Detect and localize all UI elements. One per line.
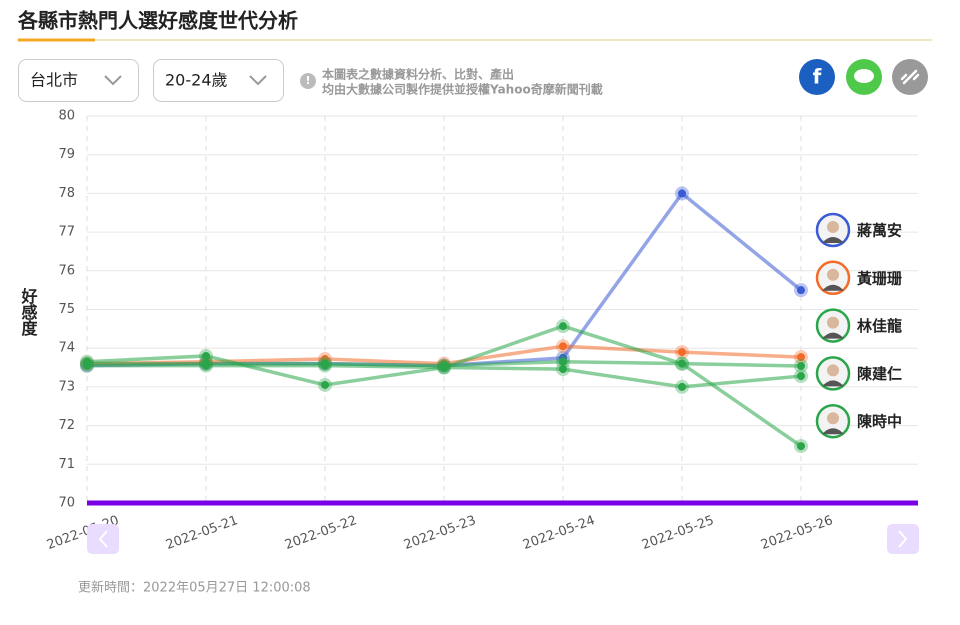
info-mark: ! — [305, 74, 310, 87]
avatar-body — [822, 332, 844, 339]
next-button[interactable] — [887, 524, 919, 554]
avatar-face — [827, 221, 839, 233]
info-icon — [300, 73, 316, 89]
data-point — [321, 359, 329, 368]
data-point — [678, 348, 686, 357]
facebook-icon: f — [813, 65, 822, 89]
chevron — [104, 75, 122, 86]
data-point — [797, 353, 805, 362]
x-tick-label: 2022-05-21 — [164, 513, 240, 553]
data-point — [559, 365, 567, 374]
facebook-share[interactable] — [799, 59, 835, 95]
y-tick-label: 72 — [58, 418, 75, 433]
chevron — [249, 75, 267, 86]
next-arrow — [898, 530, 908, 548]
y-tick-label: 73 — [58, 379, 75, 394]
x-tick-label: 2022-05-22 — [283, 513, 359, 553]
note: 均由大數據公司製作提供並授權Yahoo奇摩新聞刊載 — [322, 82, 603, 97]
y-tick-label: 78 — [58, 186, 75, 201]
data-point — [797, 286, 805, 295]
y-tick-label: 77 — [58, 225, 75, 240]
data-point — [797, 442, 805, 451]
data-point — [321, 380, 329, 389]
avatar-body — [822, 237, 844, 243]
y-tick-label: 75 — [58, 302, 75, 317]
prev-arrow — [98, 530, 108, 548]
age-select[interactable] — [153, 59, 284, 102]
x-tick-label: 2022-05-26 — [759, 513, 835, 553]
data-point — [559, 357, 567, 366]
update-time: 更新時間：2022年05月27日 12:00:08 — [78, 580, 311, 596]
data-point — [559, 342, 567, 351]
data-point — [678, 359, 686, 368]
y-tick-label: 80 — [58, 109, 75, 124]
data-point — [202, 351, 210, 360]
title: 各縣市熱門人選好感度世代分析 — [17, 9, 298, 33]
avatar-face — [827, 316, 839, 329]
y-tick-label: 74 — [58, 341, 75, 356]
legend-label: 黃珊珊 — [857, 269, 902, 287]
region-select[interactable] — [18, 59, 139, 102]
region-value: 台北市 — [30, 71, 78, 90]
avatar-face — [827, 268, 839, 281]
y-tick-label: 70 — [58, 496, 75, 511]
data-point — [559, 322, 567, 331]
x-tick-label: 2022-05-23 — [402, 513, 478, 553]
avatar-body — [822, 380, 844, 387]
age-value: 20-24歲 — [165, 71, 228, 90]
data-point — [678, 382, 686, 391]
line-icon — [854, 69, 874, 83]
avatar-body — [822, 428, 844, 435]
y-tick-label: 79 — [58, 147, 75, 162]
data-point — [440, 361, 448, 370]
x-tick-label: 2022-05-25 — [640, 513, 716, 553]
avatar-face — [827, 412, 839, 425]
legend-label: 林佳龍 — [857, 317, 902, 335]
y-tick-label: 71 — [58, 457, 75, 472]
y-tick-label: 76 — [58, 263, 75, 278]
legend-label: 陳建仁 — [857, 365, 902, 383]
data-point — [83, 359, 91, 368]
y-axis-label: 好感度 — [19, 288, 39, 337]
prev-button[interactable] — [87, 524, 119, 554]
avatar-face — [827, 364, 839, 377]
data-point — [797, 362, 805, 371]
legend-label: 陳時中 — [857, 413, 902, 431]
data-point — [678, 189, 686, 198]
link-icon — [900, 69, 920, 85]
data-point — [202, 359, 210, 368]
data-point — [797, 372, 805, 381]
legend-label: 蔣萬安 — [857, 222, 902, 240]
x-tick-label: 2022-05-24 — [521, 513, 597, 553]
note: 本圖表之數據資料分析、比對、產出 — [322, 67, 514, 82]
avatar-body — [822, 284, 844, 291]
